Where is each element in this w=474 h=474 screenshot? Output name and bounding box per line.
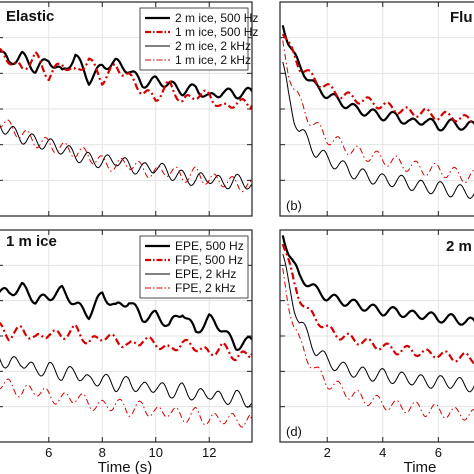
series-line-4: [282, 40, 474, 184]
series-line-4: [0, 378, 252, 428]
plot-frame: [279, 229, 474, 443]
x-tick-label: 10: [149, 445, 163, 460]
legend-label: EPE, 500 Hz: [175, 239, 244, 253]
panel-2: Flu (b): [279, 1, 474, 217]
legend-label: FPE, 500 Hz: [175, 253, 243, 267]
panel-title: Elastic: [6, 8, 54, 25]
legend-label: EPE, 2 kHz: [175, 267, 236, 281]
panel-label: (d): [286, 424, 302, 439]
plot-frame: [0, 1, 253, 217]
series-line-3: [282, 61, 474, 199]
x-tick-label: 6: [435, 445, 442, 460]
series-line-2: [0, 47, 252, 110]
panel-label: (b): [286, 198, 302, 213]
x-tick-label: 6: [45, 445, 52, 460]
series-line-1: [0, 281, 252, 352]
x-tick-label: 2: [324, 445, 331, 460]
legend-label: 1 m ice, 500 Hz: [175, 25, 258, 39]
legend-label: 1 m ice, 2 kHz: [175, 53, 251, 67]
series-line-2: [281, 243, 474, 365]
series-line-3: [0, 356, 252, 408]
legend-label: FPE, 2 kHz: [175, 281, 236, 295]
legend-label: 2 m ice, 2 kHz: [175, 39, 251, 53]
panel-1: Elastic 2 m ice, 500 Hz1 m ice, 500 Hz2 m…: [0, 1, 258, 217]
plot-frame: [0, 229, 253, 443]
panel-title: 2 m: [446, 238, 472, 255]
x-tick-label: 8: [99, 445, 106, 460]
legend: 2 m ice, 500 Hz1 m ice, 500 Hz2 m ice, 2…: [139, 7, 258, 71]
series-line-2: [0, 321, 252, 362]
series-group: [0, 47, 252, 193]
series-line-1: [281, 235, 474, 326]
series-line-1: [0, 50, 252, 100]
x-axis-label: Time (s): [98, 459, 152, 474]
series-group: [0, 281, 252, 428]
series-line-1: [281, 25, 474, 132]
series-line-3: [282, 253, 474, 393]
legend-label: 2 m ice, 500 Hz: [175, 11, 258, 25]
panel-title: 1 m ice: [6, 233, 57, 250]
series-group: [281, 25, 474, 199]
series-group: [281, 235, 474, 421]
x-axis-label: Time: [404, 459, 437, 474]
x-tick-label: 12: [202, 445, 216, 460]
series-line-4: [282, 268, 474, 421]
plot-frame: [279, 1, 474, 217]
panel-title: Flu: [450, 9, 473, 26]
x-tick-label: 4: [379, 445, 386, 460]
series-line-4: [0, 119, 252, 193]
